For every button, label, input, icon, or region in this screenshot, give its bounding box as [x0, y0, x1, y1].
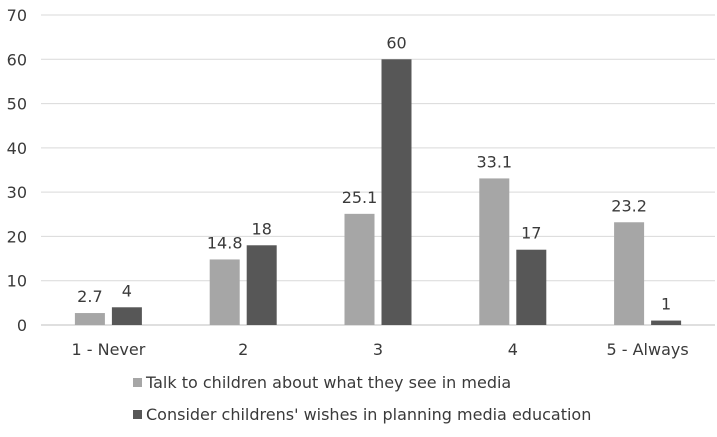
legend-label-talk: Talk to children about what they see in …: [146, 372, 512, 392]
x-tick-label: 3: [373, 340, 383, 359]
legend-swatch-talk: [133, 377, 142, 387]
x-tick-label: 4: [508, 340, 518, 359]
bar: [651, 320, 682, 325]
bar: [614, 222, 645, 325]
bar: [246, 245, 277, 325]
y-tick-label: 10: [7, 272, 27, 291]
bar: [344, 213, 375, 325]
bar: [381, 59, 412, 326]
legend-item-talk: Talk to children about what they see in …: [133, 372, 591, 392]
y-tick-label: 30: [7, 183, 27, 202]
legend-swatch-consider: [133, 409, 142, 419]
data-label: 60: [386, 33, 406, 52]
legend-label-consider: Consider childrens' wishes in planning m…: [146, 404, 592, 424]
y-tick-label: 50: [7, 95, 27, 114]
legend-item-consider: Consider childrens' wishes in planning m…: [133, 404, 591, 424]
x-tick-label: 2: [238, 340, 248, 359]
data-label: 17: [521, 224, 541, 243]
x-tick-label: 5 - Always: [606, 340, 688, 359]
legend: Talk to children about what they see in …: [133, 372, 591, 436]
data-label: 33.1: [476, 152, 512, 171]
bar: [209, 259, 240, 325]
y-tick-label: 60: [7, 50, 27, 69]
bar: [516, 249, 547, 325]
data-label: 25.1: [342, 188, 378, 207]
y-tick-label: 40: [7, 139, 27, 158]
bar: [74, 313, 105, 325]
data-label: 1: [661, 295, 671, 314]
data-label: 2.7: [77, 287, 102, 306]
data-label: 23.2: [611, 196, 647, 215]
x-tick-label: 1 - Never: [71, 340, 145, 359]
data-label: 4: [122, 281, 132, 300]
bar: [111, 307, 142, 325]
data-label: 14.8: [207, 233, 243, 252]
y-tick-label: 70: [7, 6, 27, 25]
data-label: 18: [252, 219, 272, 238]
bar: [479, 178, 510, 325]
y-tick-label: 0: [17, 316, 27, 335]
y-tick-label: 20: [7, 227, 27, 246]
